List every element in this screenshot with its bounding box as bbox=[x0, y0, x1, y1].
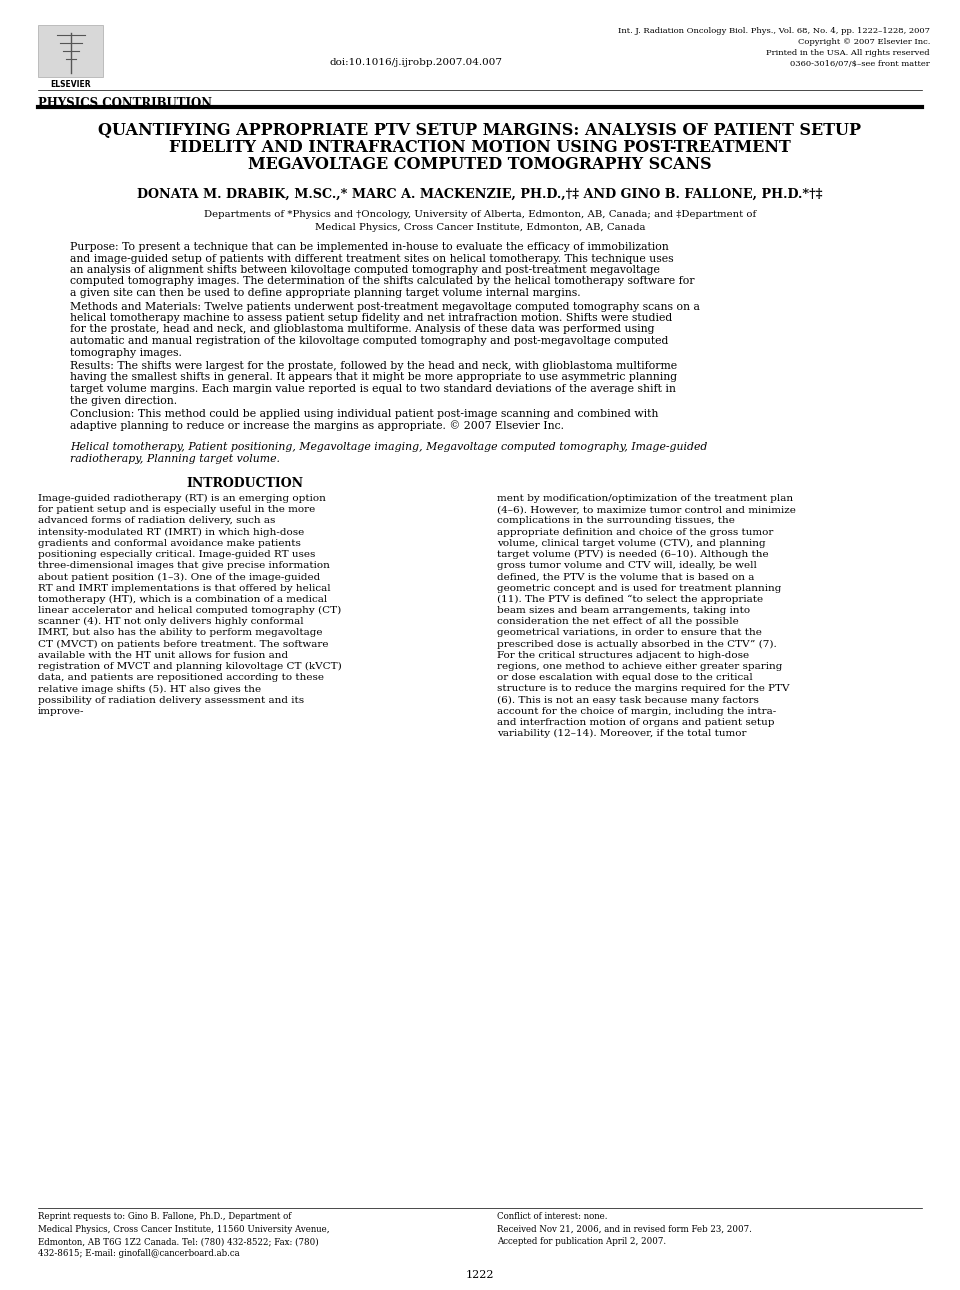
Text: (6). This is not an easy task because many factors: (6). This is not an easy task because ma… bbox=[497, 695, 758, 704]
Text: consideration the net effect of all the possible: consideration the net effect of all the … bbox=[497, 617, 739, 626]
Text: advanced forms of radiation delivery, such as: advanced forms of radiation delivery, su… bbox=[38, 516, 276, 525]
Text: FIDELITY AND INTRAFRACTION MOTION USING POST-TREATMENT: FIDELITY AND INTRAFRACTION MOTION USING … bbox=[169, 139, 791, 156]
Text: Methods and Materials: Twelve patients underwent post-treatment megavoltage comp: Methods and Materials: Twelve patients u… bbox=[70, 302, 700, 311]
Text: relative image shifts (5). HT also gives the: relative image shifts (5). HT also gives… bbox=[38, 685, 261, 694]
Text: a given site can then be used to define appropriate planning target volume inter: a given site can then be used to define … bbox=[70, 288, 581, 298]
Text: CT (MVCT) on patients before treatment. The software: CT (MVCT) on patients before treatment. … bbox=[38, 640, 328, 649]
Text: linear accelerator and helical computed tomography (CT): linear accelerator and helical computed … bbox=[38, 606, 341, 615]
Text: gross tumor volume and CTV will, ideally, be well: gross tumor volume and CTV will, ideally… bbox=[497, 561, 756, 570]
Text: For the critical structures adjacent to high-dose: For the critical structures adjacent to … bbox=[497, 650, 749, 659]
Text: intensity-modulated RT (IMRT) in which high-dose: intensity-modulated RT (IMRT) in which h… bbox=[38, 528, 304, 537]
Text: prescribed dose is actually absorbed in the CTV” (7).: prescribed dose is actually absorbed in … bbox=[497, 640, 777, 649]
Text: INTRODUCTION: INTRODUCTION bbox=[186, 477, 303, 490]
Text: computed tomography images. The determination of the shifts calculated by the he: computed tomography images. The determin… bbox=[70, 276, 694, 286]
Text: doi:10.1016/j.ijrobp.2007.04.007: doi:10.1016/j.ijrobp.2007.04.007 bbox=[330, 58, 503, 67]
Text: having the smallest shifts in general. It appears that it might be more appropri: having the smallest shifts in general. I… bbox=[70, 373, 677, 383]
Text: helical tomotherapy machine to assess patient setup fidelity and net intrafracti: helical tomotherapy machine to assess pa… bbox=[70, 313, 672, 322]
Text: geometrical variations, in order to ensure that the: geometrical variations, in order to ensu… bbox=[497, 628, 762, 637]
Text: Conclusion: This method could be applied using individual patient post-image sca: Conclusion: This method could be applied… bbox=[70, 409, 659, 419]
Text: or dose escalation with equal dose to the critical: or dose escalation with equal dose to th… bbox=[497, 673, 753, 682]
Text: the given direction.: the given direction. bbox=[70, 396, 178, 405]
Text: IMRT, but also has the ability to perform megavoltage: IMRT, but also has the ability to perfor… bbox=[38, 628, 323, 637]
Text: available with the HT unit allows for fusion and: available with the HT unit allows for fu… bbox=[38, 650, 288, 659]
Text: an analysis of alignment shifts between kilovoltage computed tomography and post: an analysis of alignment shifts between … bbox=[70, 264, 660, 275]
Text: improve-: improve- bbox=[38, 707, 84, 716]
Text: geometric concept and is used for treatment planning: geometric concept and is used for treatm… bbox=[497, 583, 781, 592]
Text: data, and patients are repositioned according to these: data, and patients are repositioned acco… bbox=[38, 673, 324, 682]
Text: radiotherapy, Planning target volume.: radiotherapy, Planning target volume. bbox=[70, 454, 280, 463]
Text: Helical tomotherapy, Patient positioning, Megavoltage imaging, Megavoltage compu: Helical tomotherapy, Patient positioning… bbox=[70, 442, 708, 451]
Text: DONATA M. DRABIK, M.SC.,* MARC A. MACKENZIE, PH.D.,†‡ AND GINO B. FALLONE, PH.D.: DONATA M. DRABIK, M.SC.,* MARC A. MACKEN… bbox=[137, 188, 823, 201]
Text: three-dimensional images that give precise information: three-dimensional images that give preci… bbox=[38, 561, 330, 570]
Text: appropriate definition and choice of the gross tumor: appropriate definition and choice of the… bbox=[497, 528, 774, 537]
Text: Image-guided radiotherapy (RT) is an emerging option: Image-guided radiotherapy (RT) is an eme… bbox=[38, 494, 325, 503]
Text: ELSEVIER: ELSEVIER bbox=[50, 80, 91, 89]
Text: account for the choice of margin, including the intra-: account for the choice of margin, includ… bbox=[497, 707, 777, 716]
Text: positioning especially critical. Image-guided RT uses: positioning especially critical. Image-g… bbox=[38, 550, 316, 559]
Text: tomotherapy (HT), which is a combination of a medical: tomotherapy (HT), which is a combination… bbox=[38, 595, 327, 604]
Text: adaptive planning to reduce or increase the margins as appropriate. © 2007 Elsev: adaptive planning to reduce or increase … bbox=[70, 421, 564, 431]
Text: beam sizes and beam arrangements, taking into: beam sizes and beam arrangements, taking… bbox=[497, 606, 750, 615]
Text: and interfraction motion of organs and patient setup: and interfraction motion of organs and p… bbox=[497, 719, 775, 728]
Text: QUANTIFYING APPROPRIATE PTV SETUP MARGINS: ANALYSIS OF PATIENT SETUP: QUANTIFYING APPROPRIATE PTV SETUP MARGIN… bbox=[99, 123, 861, 139]
Text: ment by modification/optimization of the treatment plan: ment by modification/optimization of the… bbox=[497, 494, 793, 503]
Text: registration of MVCT and planning kilovoltage CT (kVCT): registration of MVCT and planning kilovo… bbox=[38, 662, 342, 671]
Text: (4–6). However, to maximize tumor control and minimize: (4–6). However, to maximize tumor contro… bbox=[497, 506, 796, 515]
Text: structure is to reduce the margins required for the PTV: structure is to reduce the margins requi… bbox=[497, 685, 789, 694]
Text: possibility of radiation delivery assessment and its: possibility of radiation delivery assess… bbox=[38, 695, 304, 704]
Text: variability (12–14). Moreover, if the total tumor: variability (12–14). Moreover, if the to… bbox=[497, 729, 747, 738]
Text: gradients and conformal avoidance make patients: gradients and conformal avoidance make p… bbox=[38, 539, 300, 548]
Text: automatic and manual registration of the kilovoltage computed tomography and pos: automatic and manual registration of the… bbox=[70, 335, 668, 346]
Text: scanner (4). HT not only delivers highly conformal: scanner (4). HT not only delivers highly… bbox=[38, 617, 303, 627]
Bar bbox=[38, 25, 103, 77]
Text: regions, one method to achieve either greater sparing: regions, one method to achieve either gr… bbox=[497, 662, 782, 671]
Text: PHYSICS CONTRIBUTION: PHYSICS CONTRIBUTION bbox=[38, 97, 212, 110]
Text: target volume margins. Each margin value reported is equal to two standard devia: target volume margins. Each margin value… bbox=[70, 384, 676, 393]
Text: volume, clinical target volume (CTV), and planning: volume, clinical target volume (CTV), an… bbox=[497, 539, 766, 548]
Text: defined, the PTV is the volume that is based on a: defined, the PTV is the volume that is b… bbox=[497, 573, 755, 582]
Text: complications in the surrounding tissues, the: complications in the surrounding tissues… bbox=[497, 516, 734, 525]
Text: for the prostate, head and neck, and glioblastoma multiforme. Analysis of these : for the prostate, head and neck, and gli… bbox=[70, 325, 655, 334]
Text: tomography images.: tomography images. bbox=[70, 347, 181, 357]
Text: for patient setup and is especially useful in the more: for patient setup and is especially usef… bbox=[38, 506, 315, 515]
Text: Reprint requests to: Gino B. Fallone, Ph.D., Department of
Medical Physics, Cros: Reprint requests to: Gino B. Fallone, Ph… bbox=[38, 1213, 329, 1259]
Text: Conflict of interest: none.
Received Nov 21, 2006, and in revised form Feb 23, 2: Conflict of interest: none. Received Nov… bbox=[497, 1213, 752, 1246]
Text: Medical Physics, Cross Cancer Institute, Edmonton, AB, Canada: Medical Physics, Cross Cancer Institute,… bbox=[315, 223, 645, 232]
Text: (11). The PTV is defined “to select the appropriate: (11). The PTV is defined “to select the … bbox=[497, 595, 763, 604]
Text: 1222: 1222 bbox=[466, 1269, 494, 1280]
Text: Purpose: To present a technique that can be implemented in-house to evaluate the: Purpose: To present a technique that can… bbox=[70, 243, 669, 252]
Text: about patient position (1–3). One of the image-guided: about patient position (1–3). One of the… bbox=[38, 573, 321, 582]
Text: Int. J. Radiation Oncology Biol. Phys., Vol. 68, No. 4, pp. 1222–1228, 2007
Copy: Int. J. Radiation Oncology Biol. Phys., … bbox=[618, 27, 930, 68]
Text: and image-guided setup of patients with different treatment sites on helical tom: and image-guided setup of patients with … bbox=[70, 254, 674, 263]
Text: Departments of *Physics and †Oncology, University of Alberta, Edmonton, AB, Cana: Departments of *Physics and †Oncology, U… bbox=[204, 210, 756, 219]
Text: Results: The shifts were largest for the prostate, followed by the head and neck: Results: The shifts were largest for the… bbox=[70, 361, 677, 372]
Text: MEGAVOLTAGE COMPUTED TOMOGRAPHY SCANS: MEGAVOLTAGE COMPUTED TOMOGRAPHY SCANS bbox=[249, 156, 711, 173]
Text: target volume (PTV) is needed (6–10). Although the: target volume (PTV) is needed (6–10). Al… bbox=[497, 550, 769, 559]
Text: RT and IMRT implementations is that offered by helical: RT and IMRT implementations is that offe… bbox=[38, 583, 330, 592]
